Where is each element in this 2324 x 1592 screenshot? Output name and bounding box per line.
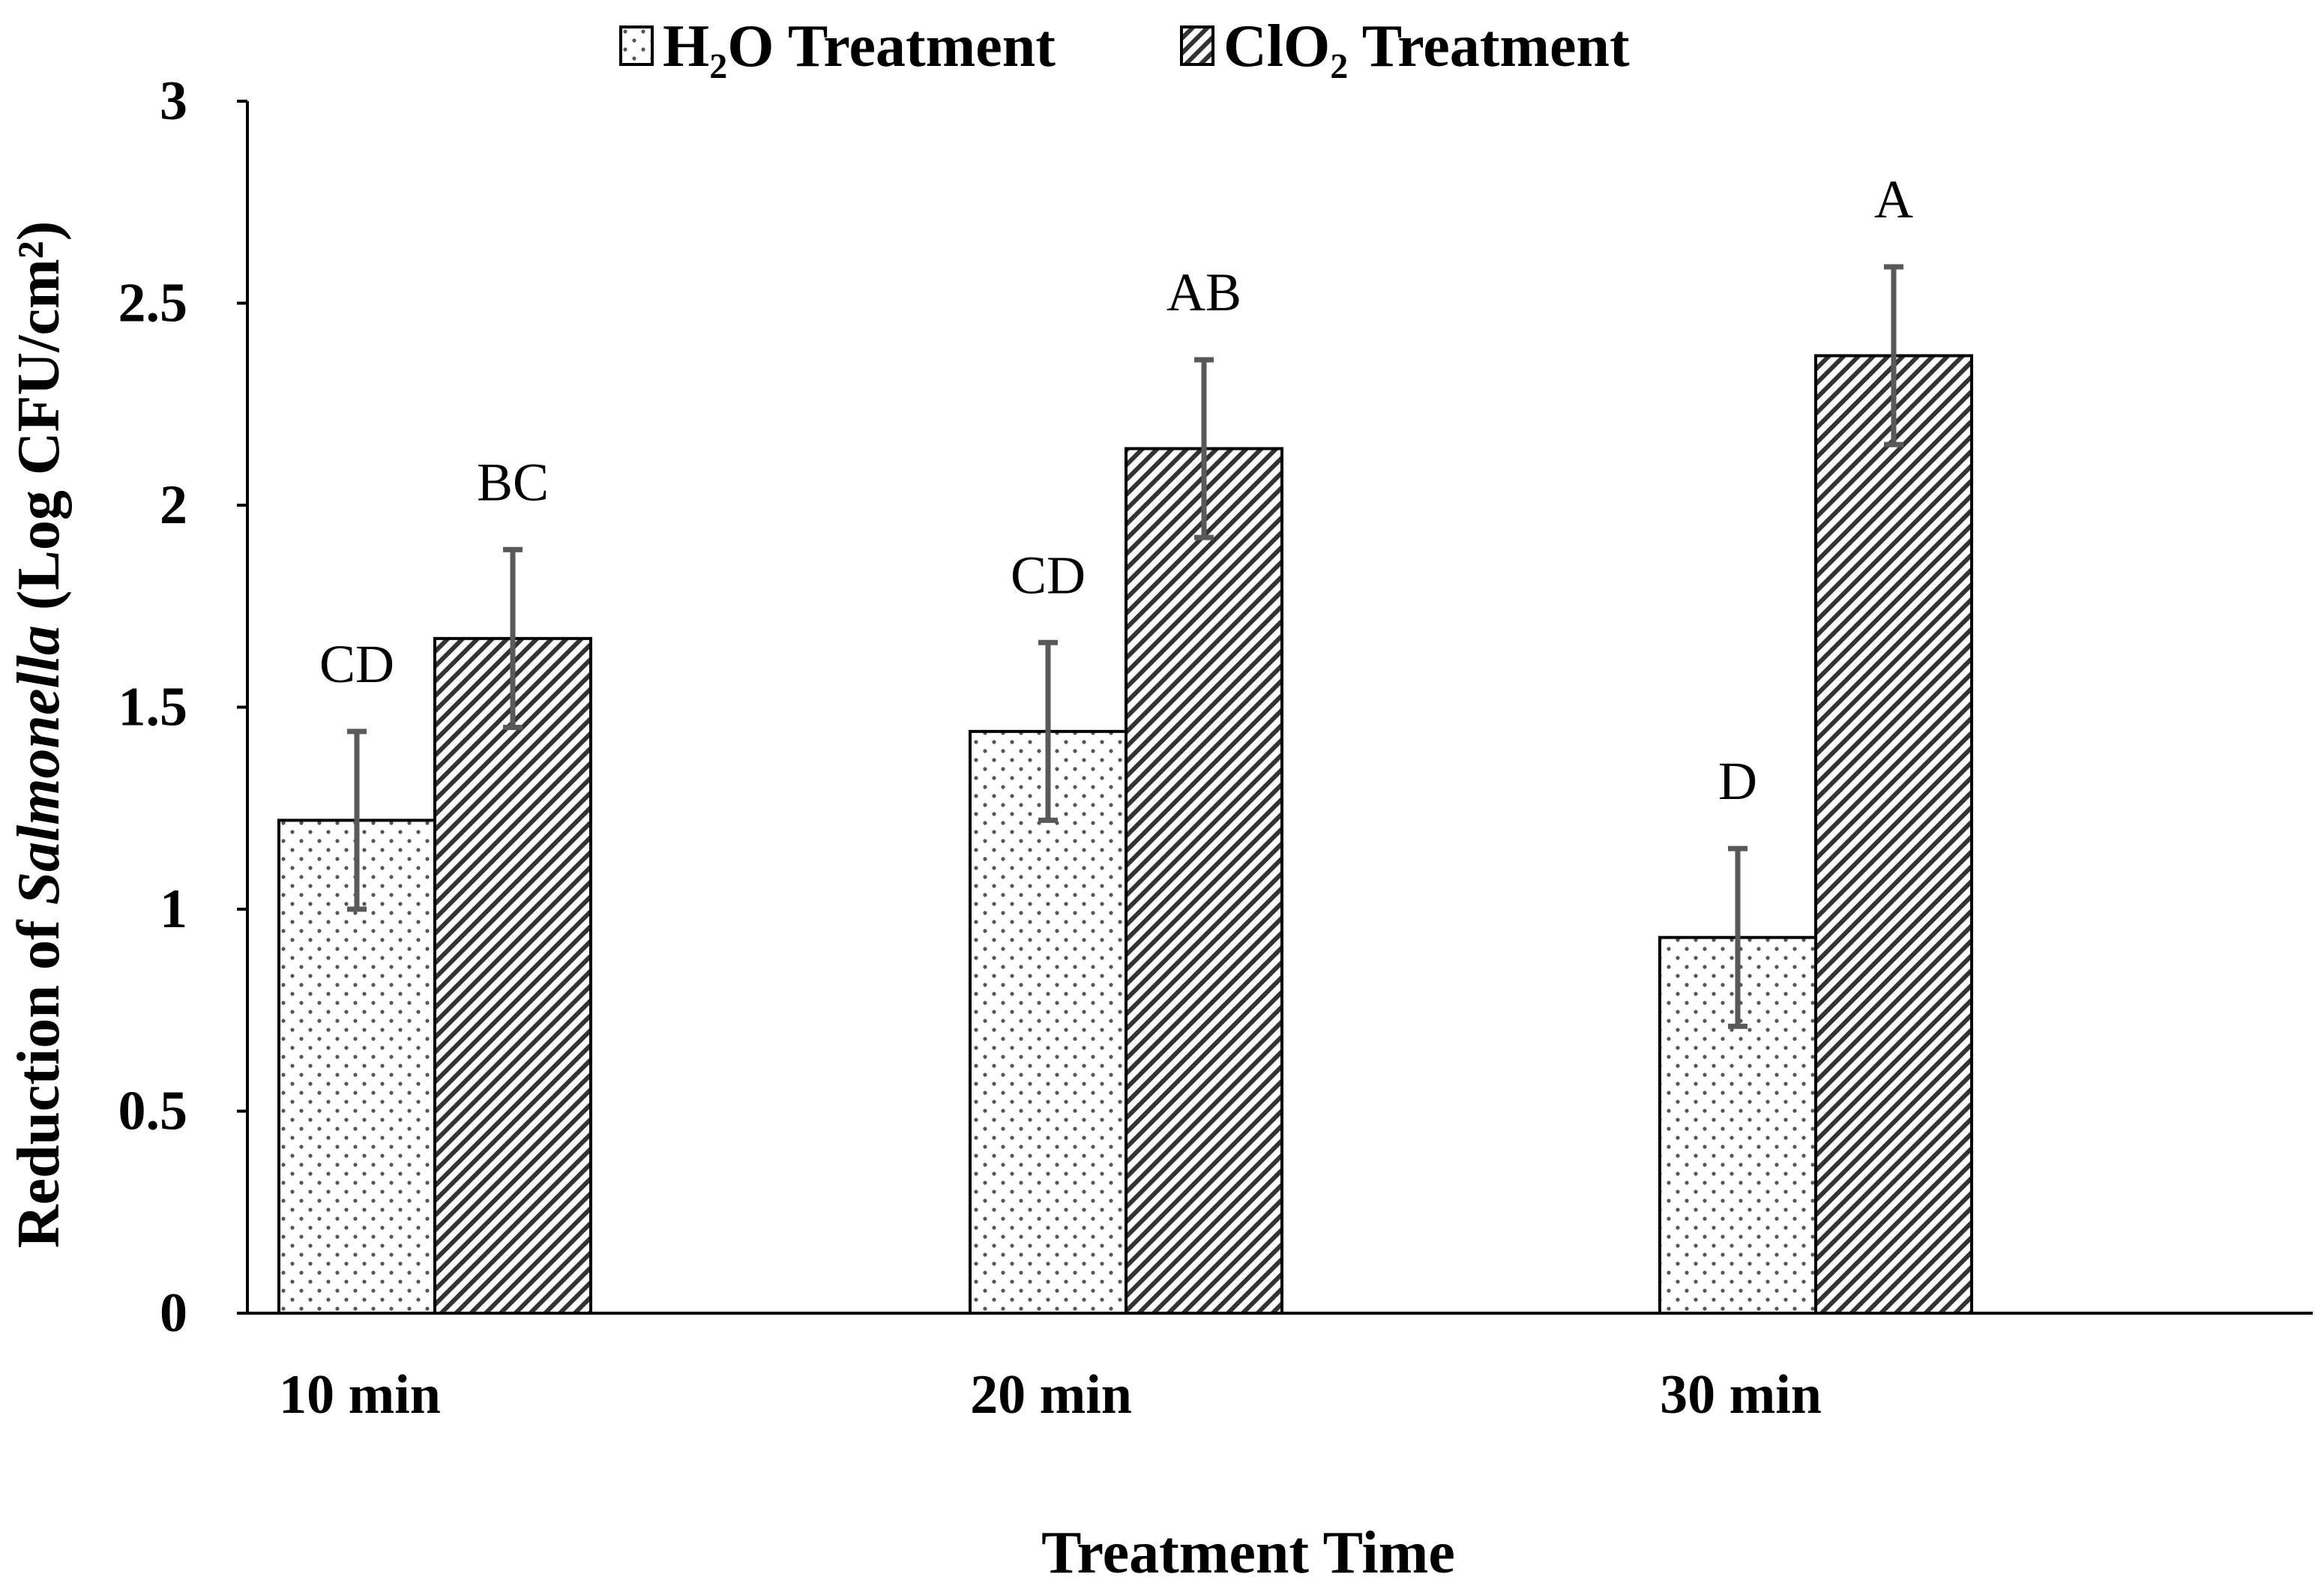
y-tick-label: 3 [160, 70, 187, 132]
x-axis-title: Treatment Time [1041, 1520, 1455, 1586]
significance-letter-clo2-0: BC [477, 452, 549, 512]
y-axis-ticks: 0 0.5 1 1.5 2 2.5 3 [118, 70, 247, 1344]
significance-letter-clo2-2: A [1874, 169, 1913, 229]
legend-label-clo2: ClO₂ Treatment [1223, 13, 1630, 79]
significance-letter-h2o-1: CD [1011, 545, 1086, 605]
significance-letters: CD BC CD AB D A [319, 169, 1913, 811]
significance-letter-h2o-0: CD [319, 634, 394, 694]
category-label-0: 10 min [279, 1364, 441, 1426]
y-tick-label: 0.5 [118, 1081, 188, 1142]
bar-clo2-2 [1814, 354, 1973, 1315]
legend-label-h2o: H₂O Treatment [663, 13, 1056, 79]
category-label-1: 20 min [970, 1364, 1132, 1426]
y-tick-label: 0 [160, 1282, 187, 1344]
error-bars [347, 264, 1903, 1029]
bar-clo2-1 [1125, 447, 1283, 1315]
bar-clo2-0 [433, 636, 592, 1315]
legend: H₂O Treatment ClO₂ Treatment [619, 13, 1630, 79]
y-axis-title-italic: Salmonella [6, 625, 72, 905]
significance-letter-clo2-1: AB [1166, 262, 1241, 322]
bars [277, 354, 1973, 1315]
y-axis-title-prefix: Reduction of [6, 905, 72, 1249]
y-axis-title: Reduction of Salmonella (Log CFU/cm²) [6, 221, 72, 1249]
bar-h2o-1 [969, 729, 1128, 1315]
y-axis-title-suffix: (Log CFU/cm²) [6, 221, 72, 625]
legend-swatch-clo2 [1180, 25, 1214, 66]
significance-letter-h2o-2: D [1718, 751, 1757, 811]
y-tick-label: 1 [160, 878, 187, 940]
y-tick-label: 2 [160, 474, 187, 536]
x-axis-category-labels: 10 min 20 min 30 min [279, 1364, 1822, 1426]
y-tick-label: 2.5 [118, 273, 188, 334]
legend-swatch-h2o [619, 25, 654, 66]
category-label-2: 30 min [1660, 1364, 1822, 1426]
y-tick-label: 1.5 [118, 677, 188, 738]
